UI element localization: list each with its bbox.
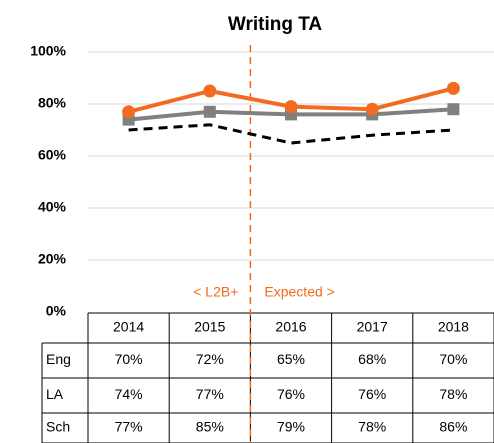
marker <box>447 103 460 116</box>
table-cell: 68% <box>358 351 386 367</box>
table-cell: 78% <box>358 419 386 435</box>
series-line <box>128 123 454 145</box>
x-tick-label: 2017 <box>357 319 388 335</box>
table-cell: 74% <box>115 386 143 402</box>
y-tick-label: 60% <box>38 147 67 163</box>
row-label: LA <box>46 386 64 402</box>
x-tick-label: 2016 <box>275 319 306 335</box>
table-cell: 86% <box>439 419 467 435</box>
table-cell: 76% <box>277 386 305 402</box>
y-tick-label: 20% <box>38 251 67 267</box>
x-tick-label: 2018 <box>438 319 469 335</box>
row-label: Eng <box>46 351 71 367</box>
table-cell: 77% <box>115 419 143 435</box>
y-tick-label: 80% <box>38 95 67 111</box>
table-cell: 65% <box>277 351 305 367</box>
table-cell: 77% <box>196 386 224 402</box>
annotation: < L2B+ <box>193 284 238 300</box>
table-cell: 79% <box>277 419 305 435</box>
x-tick-label: 2015 <box>194 319 225 335</box>
y-tick-label: 0% <box>46 303 67 319</box>
marker <box>284 100 298 114</box>
y-tick-label: 40% <box>38 199 67 215</box>
table-cell: 72% <box>196 351 224 367</box>
table-cell: 78% <box>439 386 467 402</box>
x-tick-label: 2014 <box>113 319 144 335</box>
y-tick-label: 100% <box>30 43 66 59</box>
marker <box>203 84 217 98</box>
marker <box>122 105 136 119</box>
annotation: Expected > <box>264 284 334 300</box>
table-cell: 76% <box>358 386 386 402</box>
table-cell: 85% <box>196 419 224 435</box>
marker <box>365 102 379 116</box>
marker <box>446 81 460 95</box>
row-label: Sch <box>46 419 70 435</box>
table-cell: 70% <box>439 351 467 367</box>
marker <box>203 105 216 118</box>
chart-title: Writing TA <box>228 14 323 35</box>
table-cell: 70% <box>115 351 143 367</box>
